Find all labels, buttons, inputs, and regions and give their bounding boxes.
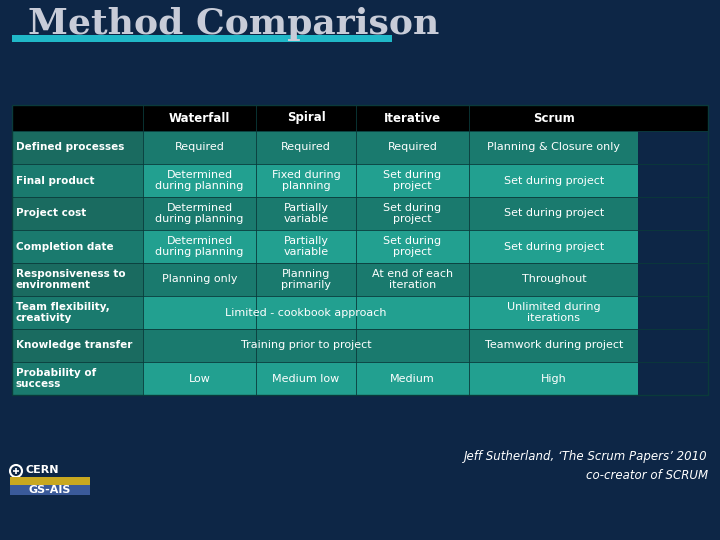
Text: Set during
project: Set during project bbox=[384, 202, 441, 224]
Text: Knowledge transfer: Knowledge transfer bbox=[16, 341, 132, 350]
Text: Team flexibility,
creativity: Team flexibility, creativity bbox=[16, 302, 109, 323]
Text: Planning
primarily: Planning primarily bbox=[281, 269, 331, 291]
Text: Determined
during planning: Determined during planning bbox=[156, 235, 244, 257]
Bar bbox=[469, 197, 639, 230]
Bar bbox=[143, 131, 256, 164]
Bar bbox=[356, 197, 469, 230]
Bar bbox=[12, 362, 143, 395]
Text: Waterfall: Waterfall bbox=[169, 111, 230, 125]
Bar bbox=[356, 263, 469, 296]
Bar bbox=[143, 362, 256, 395]
Text: Partially
variable: Partially variable bbox=[284, 202, 328, 224]
Text: Medium low: Medium low bbox=[272, 374, 340, 383]
Text: Final product: Final product bbox=[16, 176, 94, 186]
Text: Set during
project: Set during project bbox=[384, 170, 441, 191]
Text: Defined processes: Defined processes bbox=[16, 143, 125, 152]
Bar bbox=[469, 362, 639, 395]
Text: Low: Low bbox=[189, 374, 210, 383]
Text: Set during project: Set during project bbox=[504, 241, 604, 252]
Text: Completion date: Completion date bbox=[16, 241, 114, 252]
Text: Limited - cookbook approach: Limited - cookbook approach bbox=[225, 307, 387, 318]
Bar bbox=[12, 329, 143, 362]
Bar bbox=[143, 263, 256, 296]
Text: Set during project: Set during project bbox=[504, 208, 604, 219]
Text: Medium: Medium bbox=[390, 374, 435, 383]
Bar bbox=[356, 164, 469, 197]
Text: At end of each
iteration: At end of each iteration bbox=[372, 269, 453, 291]
Text: Planning only: Planning only bbox=[162, 274, 238, 285]
Text: Jeff Sutherland, ‘The Scrum Papers’ 2010
co-creator of SCRUM: Jeff Sutherland, ‘The Scrum Papers’ 2010… bbox=[464, 450, 708, 482]
Text: Set during
project: Set during project bbox=[384, 235, 441, 257]
Bar bbox=[143, 296, 469, 329]
Bar bbox=[469, 230, 639, 263]
Bar bbox=[469, 329, 639, 362]
Bar bbox=[12, 263, 143, 296]
Bar bbox=[12, 35, 392, 42]
Bar bbox=[469, 296, 639, 329]
Text: Unlimited during
iterations: Unlimited during iterations bbox=[507, 302, 600, 323]
Bar bbox=[12, 131, 143, 164]
Text: Fixed during
planning: Fixed during planning bbox=[271, 170, 341, 191]
Text: Training prior to project: Training prior to project bbox=[240, 341, 372, 350]
Bar bbox=[256, 197, 356, 230]
Text: Partially
variable: Partially variable bbox=[284, 235, 328, 257]
Text: Scrum: Scrum bbox=[533, 111, 575, 125]
Text: High: High bbox=[541, 374, 567, 383]
Bar bbox=[256, 230, 356, 263]
Bar bbox=[143, 164, 256, 197]
Text: Required: Required bbox=[175, 143, 225, 152]
Bar bbox=[469, 131, 639, 164]
Bar bbox=[10, 485, 90, 495]
Text: Required: Required bbox=[281, 143, 331, 152]
Text: Throughout: Throughout bbox=[521, 274, 586, 285]
Bar bbox=[256, 362, 356, 395]
Bar bbox=[10, 460, 90, 480]
Bar bbox=[469, 263, 639, 296]
Text: CERN: CERN bbox=[26, 465, 60, 475]
Bar bbox=[356, 362, 469, 395]
Bar bbox=[256, 131, 356, 164]
Bar bbox=[143, 230, 256, 263]
Text: Method Comparison: Method Comparison bbox=[28, 7, 439, 41]
Text: Iterative: Iterative bbox=[384, 111, 441, 125]
Bar bbox=[356, 131, 469, 164]
Text: Responsiveness to
environment: Responsiveness to environment bbox=[16, 269, 125, 291]
Bar bbox=[469, 164, 639, 197]
Text: GS-AIS: GS-AIS bbox=[29, 485, 71, 495]
Bar bbox=[12, 105, 708, 395]
Text: Determined
during planning: Determined during planning bbox=[156, 170, 244, 191]
Bar bbox=[12, 296, 143, 329]
Bar bbox=[12, 197, 143, 230]
Bar bbox=[356, 230, 469, 263]
Text: Project cost: Project cost bbox=[16, 208, 86, 219]
Text: Determined
during planning: Determined during planning bbox=[156, 202, 244, 224]
Bar bbox=[12, 105, 708, 131]
Bar bbox=[12, 164, 143, 197]
Text: Spiral: Spiral bbox=[287, 111, 325, 125]
Bar bbox=[12, 230, 143, 263]
Text: Required: Required bbox=[387, 143, 438, 152]
Bar bbox=[256, 164, 356, 197]
Bar bbox=[143, 329, 469, 362]
Text: Planning & Closure only: Planning & Closure only bbox=[487, 143, 621, 152]
Bar bbox=[10, 477, 90, 495]
Text: Probability of
success: Probability of success bbox=[16, 368, 96, 389]
Bar bbox=[256, 263, 356, 296]
Bar bbox=[143, 197, 256, 230]
Text: Teamwork during project: Teamwork during project bbox=[485, 341, 623, 350]
Text: Set during project: Set during project bbox=[504, 176, 604, 186]
